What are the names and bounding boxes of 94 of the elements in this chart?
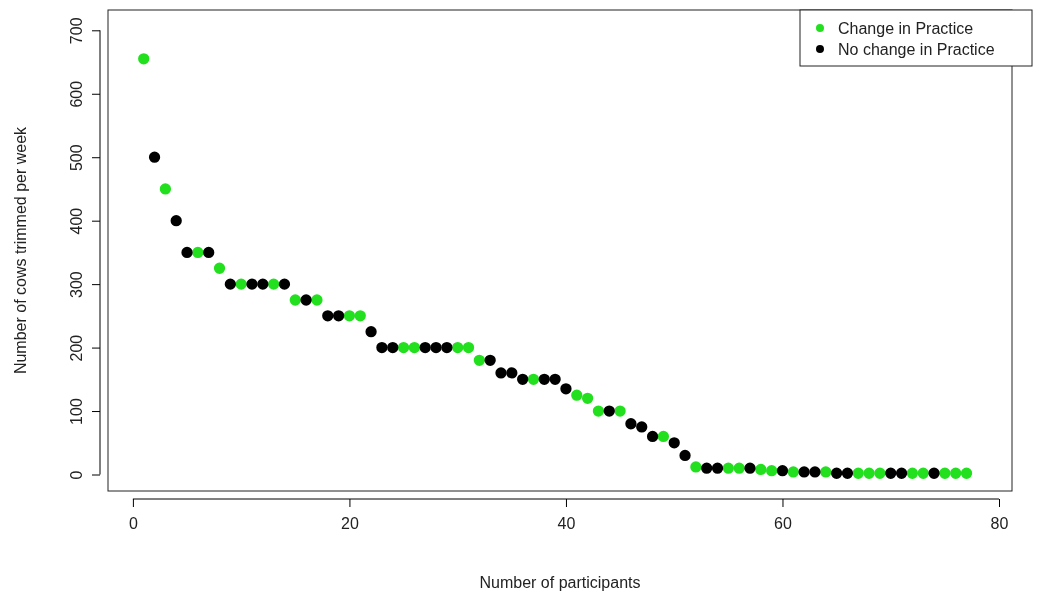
point (646, 430, 659, 443)
point (874, 467, 886, 479)
y-tick-label: 300 (67, 271, 85, 298)
x-tick-label: 20 (341, 515, 359, 533)
point (636, 421, 648, 433)
y-tick-label: 600 (67, 80, 85, 108)
y-tick-label: 400 (67, 207, 85, 235)
point (928, 467, 940, 479)
x-tick-label: 80 (990, 515, 1009, 533)
point (722, 462, 734, 474)
point (679, 449, 691, 462)
point (462, 341, 475, 354)
point (300, 294, 312, 306)
point (495, 367, 507, 379)
point (614, 405, 626, 417)
point (776, 465, 789, 477)
point (159, 183, 172, 195)
point (592, 405, 605, 417)
point (376, 341, 388, 354)
y-tick-label: 200 (67, 334, 85, 362)
point (527, 373, 540, 385)
y-tick-label: 500 (67, 144, 85, 172)
point (506, 367, 518, 379)
point (820, 466, 832, 478)
y-tick-label: 100 (67, 398, 85, 425)
point (841, 467, 854, 479)
point (809, 466, 821, 478)
point (278, 278, 291, 290)
point (895, 467, 908, 479)
point (203, 246, 215, 259)
point (755, 463, 767, 476)
point (830, 467, 843, 479)
point (452, 341, 464, 354)
point (517, 373, 529, 385)
point (657, 430, 670, 443)
x-tick-label: 40 (557, 515, 576, 533)
y-axis-title: Number of cows trimmed per week (12, 125, 29, 375)
point (235, 278, 247, 290)
point (343, 310, 356, 322)
point (733, 462, 745, 474)
point (268, 278, 280, 290)
point (365, 326, 377, 338)
point (906, 467, 919, 479)
point (538, 373, 550, 385)
point (311, 294, 323, 306)
point (148, 151, 161, 163)
point (571, 389, 583, 401)
point (484, 354, 496, 366)
point (701, 462, 713, 474)
point (408, 341, 421, 354)
point (798, 466, 810, 478)
point (354, 310, 366, 322)
point (625, 418, 637, 430)
point (224, 278, 236, 290)
point (257, 278, 269, 290)
point (852, 467, 864, 479)
point (766, 465, 778, 477)
point (711, 462, 724, 474)
point (430, 341, 442, 354)
point (960, 467, 973, 479)
legend-label: Change in Practice (838, 19, 974, 37)
point (246, 278, 258, 290)
point (690, 461, 702, 473)
point (322, 310, 334, 322)
point (787, 466, 799, 478)
point (744, 462, 756, 474)
x-axis-title: Number of participants (479, 574, 641, 591)
x-tick-label: 60 (774, 515, 792, 533)
point (170, 215, 182, 227)
legend-label: No change in Practice (838, 40, 995, 58)
point (397, 341, 410, 354)
point (419, 341, 431, 354)
point (473, 354, 485, 366)
point (560, 383, 572, 395)
point (863, 467, 875, 479)
point (950, 467, 962, 479)
point (885, 467, 897, 479)
point (181, 246, 193, 259)
point (332, 310, 345, 322)
point (917, 467, 929, 479)
y-tick-label: 0 (67, 470, 85, 480)
point (289, 294, 301, 306)
point (549, 373, 561, 385)
point (387, 341, 399, 354)
point (138, 53, 150, 65)
point (668, 437, 680, 449)
point (581, 392, 594, 404)
point (939, 467, 951, 479)
point (213, 262, 226, 274)
y-tick-label: 700 (67, 17, 85, 45)
point (441, 341, 453, 354)
x-tick-label: 0 (128, 515, 138, 533)
point (603, 405, 615, 417)
point (192, 246, 204, 259)
